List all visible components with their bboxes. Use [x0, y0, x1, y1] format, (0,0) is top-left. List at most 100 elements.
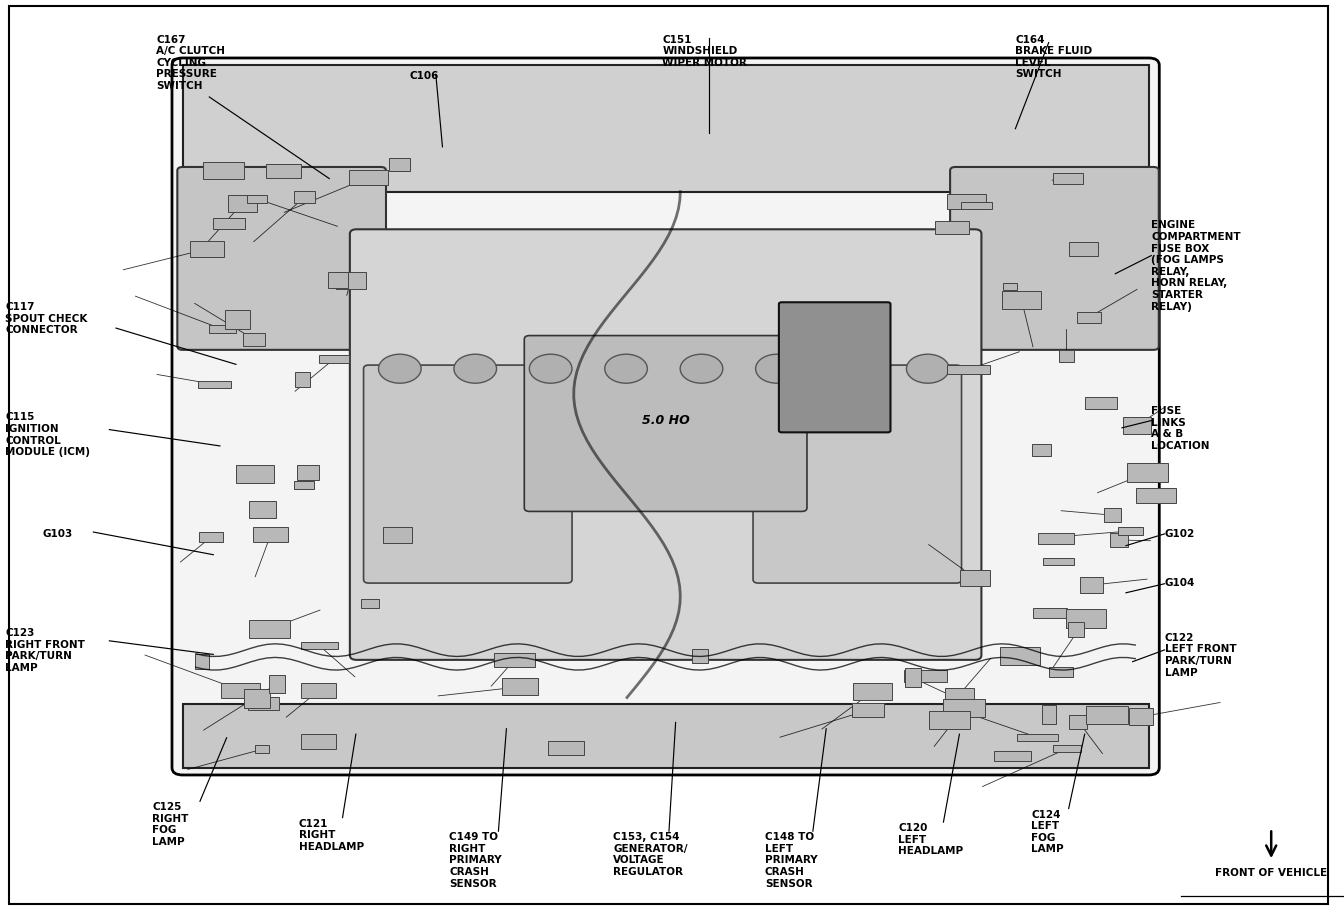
- Bar: [301, 642, 337, 650]
- Text: C124
LEFT
FOG
LAMP: C124 LEFT FOG LAMP: [1031, 809, 1064, 854]
- Text: C125
RIGHT
FOG
LAMP: C125 RIGHT FOG LAMP: [152, 802, 188, 846]
- Bar: [905, 669, 921, 687]
- Bar: [390, 159, 410, 172]
- Bar: [1032, 608, 1067, 619]
- FancyBboxPatch shape: [364, 365, 573, 583]
- Bar: [929, 711, 969, 729]
- Text: C122
LEFT FRONT
PARK/TURN
LAMP: C122 LEFT FRONT PARK/TURN LAMP: [1165, 632, 1236, 677]
- Bar: [198, 382, 231, 388]
- Bar: [905, 670, 946, 682]
- Bar: [349, 171, 388, 186]
- Bar: [226, 311, 250, 330]
- Text: C117
SPOUT CHECK
CONNECTOR: C117 SPOUT CHECK CONNECTOR: [5, 302, 87, 334]
- Text: C164
BRAKE FLUID
LEVEL
SWITCH: C164 BRAKE FLUID LEVEL SWITCH: [1015, 35, 1093, 79]
- Bar: [245, 690, 270, 708]
- Bar: [183, 67, 1149, 192]
- Bar: [214, 220, 245, 230]
- Bar: [1081, 578, 1103, 594]
- Bar: [935, 221, 969, 234]
- Bar: [294, 192, 314, 204]
- Bar: [943, 700, 985, 717]
- Bar: [253, 527, 288, 543]
- FancyBboxPatch shape: [950, 168, 1159, 351]
- Bar: [191, 241, 224, 258]
- Bar: [250, 502, 276, 518]
- Bar: [1017, 734, 1058, 741]
- Bar: [336, 272, 366, 290]
- Bar: [227, 196, 257, 213]
- Bar: [1077, 313, 1101, 323]
- Bar: [1068, 243, 1098, 257]
- FancyBboxPatch shape: [172, 59, 1160, 775]
- Bar: [692, 650, 707, 663]
- Bar: [945, 688, 974, 701]
- Circle shape: [755, 354, 798, 384]
- Bar: [1136, 488, 1176, 503]
- Bar: [1048, 667, 1073, 677]
- Bar: [195, 654, 208, 669]
- Text: G104: G104: [1165, 578, 1195, 588]
- Bar: [247, 195, 267, 204]
- Text: C115
IGNITION
CONTROL
MODULE (ICM): C115 IGNITION CONTROL MODULE (ICM): [5, 412, 90, 456]
- Text: C120
LEFT
HEADLAMP: C120 LEFT HEADLAMP: [898, 823, 964, 855]
- Bar: [1124, 417, 1152, 435]
- Bar: [247, 697, 280, 711]
- Text: FRONT OF VEHICLE: FRONT OF VEHICLE: [1215, 866, 1328, 876]
- Bar: [1038, 534, 1074, 544]
- Bar: [1032, 445, 1051, 456]
- Bar: [946, 195, 986, 210]
- Text: C167
A/C CLUTCH
CYCLING
PRESSURE
SWITCH: C167 A/C CLUTCH CYCLING PRESSURE SWITCH: [156, 35, 224, 91]
- Text: C106: C106: [409, 71, 438, 81]
- Bar: [296, 373, 310, 387]
- Text: 5.0 HO: 5.0 HO: [642, 414, 689, 426]
- Bar: [297, 466, 319, 481]
- Circle shape: [530, 354, 573, 384]
- Bar: [1000, 648, 1040, 666]
- Bar: [383, 527, 413, 544]
- Bar: [1066, 609, 1106, 629]
- Bar: [1103, 509, 1121, 522]
- Bar: [548, 741, 583, 755]
- Circle shape: [831, 354, 874, 384]
- Bar: [294, 481, 314, 489]
- Bar: [255, 745, 269, 753]
- Bar: [183, 705, 1149, 768]
- Bar: [1043, 558, 1074, 565]
- Bar: [328, 272, 348, 289]
- Bar: [1001, 292, 1042, 310]
- Text: C149 TO
RIGHT
PRIMARY
CRASH
SENSOR: C149 TO RIGHT PRIMARY CRASH SENSOR: [449, 831, 501, 887]
- Bar: [1052, 746, 1081, 752]
- Bar: [853, 683, 892, 700]
- Bar: [222, 683, 261, 698]
- Bar: [1129, 708, 1153, 726]
- Text: C121
RIGHT
HEADLAMP: C121 RIGHT HEADLAMP: [298, 818, 364, 851]
- FancyBboxPatch shape: [177, 168, 386, 351]
- FancyBboxPatch shape: [349, 230, 981, 660]
- Bar: [493, 653, 535, 668]
- Text: C148 TO
LEFT
PRIMARY
CRASH
SENSOR: C148 TO LEFT PRIMARY CRASH SENSOR: [765, 831, 817, 887]
- Bar: [1003, 283, 1017, 292]
- Bar: [301, 683, 336, 698]
- FancyBboxPatch shape: [753, 365, 961, 583]
- Bar: [1110, 534, 1128, 548]
- Bar: [210, 326, 235, 334]
- Text: G102: G102: [1165, 528, 1195, 537]
- Circle shape: [605, 354, 648, 384]
- Bar: [199, 533, 223, 543]
- Bar: [1059, 351, 1074, 363]
- Bar: [266, 165, 301, 179]
- Bar: [852, 703, 884, 718]
- Text: ENGINE
COMPARTMENT
FUSE BOX
(FOG LAMPS
RELAY,
HORN RELAY,
STARTER
RELAY): ENGINE COMPARTMENT FUSE BOX (FOG LAMPS R…: [1152, 220, 1241, 312]
- Circle shape: [454, 354, 496, 384]
- Bar: [203, 163, 245, 180]
- FancyBboxPatch shape: [524, 336, 806, 512]
- Bar: [360, 599, 379, 609]
- Bar: [961, 203, 992, 210]
- Bar: [995, 751, 1031, 761]
- Bar: [1070, 715, 1087, 729]
- Bar: [1086, 706, 1128, 724]
- Text: FUSE
LINKS
A & B
LOCATION: FUSE LINKS A & B LOCATION: [1152, 405, 1210, 450]
- Bar: [237, 466, 274, 484]
- Circle shape: [680, 354, 723, 384]
- Bar: [249, 620, 289, 638]
